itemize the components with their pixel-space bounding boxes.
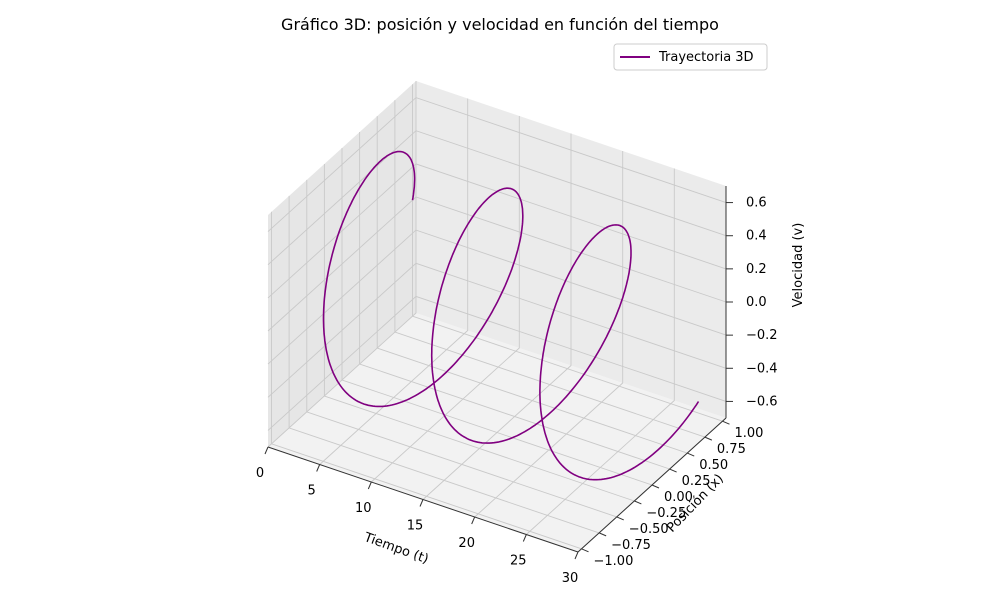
tick-label-t: 20 xyxy=(458,536,475,551)
gridline-t xyxy=(267,81,417,448)
tick-label-t: 25 xyxy=(510,554,527,569)
tick-label-x: −0.25 xyxy=(646,506,686,521)
tick-x xyxy=(634,500,642,505)
tick-label-t: 10 xyxy=(355,501,372,516)
tick-t xyxy=(316,464,321,472)
gridline-v xyxy=(267,97,727,232)
legend-box xyxy=(613,43,768,71)
tick-label-v: 0.0 xyxy=(746,295,767,310)
tick-label-v: 0.4 xyxy=(746,229,767,244)
tick-t xyxy=(264,446,269,455)
gridline-x xyxy=(288,195,600,534)
tick-x xyxy=(687,452,695,457)
trajectory-line xyxy=(322,150,700,481)
gridline-v xyxy=(267,295,727,431)
tick-x xyxy=(704,436,713,441)
tick-x xyxy=(616,516,624,521)
tick-label-x: 0.50 xyxy=(699,458,728,473)
tick-label-t: 30 xyxy=(562,571,579,586)
gridline-v xyxy=(267,262,727,398)
gridline-x xyxy=(359,132,670,470)
gridline-t xyxy=(474,151,624,518)
tick-label-v: −0.2 xyxy=(746,328,778,343)
tick-label-x: −0.50 xyxy=(629,522,669,537)
chart-title: Gráfico 3D: posición y velocidad en func… xyxy=(281,15,719,34)
gridline-x xyxy=(323,164,635,502)
gridline-x xyxy=(394,100,706,438)
gridline-t xyxy=(319,98,469,465)
tick-t xyxy=(367,481,372,490)
tick-label-v: −0.6 xyxy=(746,394,778,409)
tick-x xyxy=(669,468,677,473)
tick-label-x: 0.00 xyxy=(664,490,693,505)
tick-t xyxy=(471,516,476,525)
tick-label-x: 0.75 xyxy=(717,442,746,457)
gridline-x xyxy=(306,179,617,518)
tick-x xyxy=(722,420,730,425)
tick-t xyxy=(419,499,424,507)
tick-label-x: −1.00 xyxy=(594,554,634,569)
gridline-v xyxy=(267,163,727,299)
tick-x xyxy=(651,484,660,489)
tick-label-v: 0.2 xyxy=(746,262,767,277)
gridline-v xyxy=(267,196,727,332)
gridline-t xyxy=(370,116,520,483)
tick-label-x: 1.00 xyxy=(735,426,764,441)
legend-label: Trayectoria 3D xyxy=(658,50,754,65)
legend: Trayectoria 3D xyxy=(613,43,768,71)
gridline-t xyxy=(422,133,572,500)
gridline-t xyxy=(525,168,675,535)
tick-t xyxy=(522,534,527,542)
tick-label-x: 0.25 xyxy=(682,474,711,489)
z-axis-label: Velocidad (v) xyxy=(791,223,806,308)
tick-label-v: −0.4 xyxy=(746,361,778,376)
tick-x xyxy=(581,548,589,553)
tick-label-x: −0.75 xyxy=(611,538,651,553)
tick-label-t: 5 xyxy=(308,484,316,499)
gridline-x xyxy=(376,116,688,454)
gridline-v xyxy=(267,130,727,266)
tick-label-t: 15 xyxy=(407,519,424,534)
tick-label-t: 0 xyxy=(256,466,264,481)
gridline-x xyxy=(271,211,582,550)
x-axis-label: Tiempo (t) xyxy=(361,530,430,567)
tick-x xyxy=(598,532,607,537)
tick-t xyxy=(574,551,579,560)
tick-label-v: 0.6 xyxy=(746,196,767,211)
